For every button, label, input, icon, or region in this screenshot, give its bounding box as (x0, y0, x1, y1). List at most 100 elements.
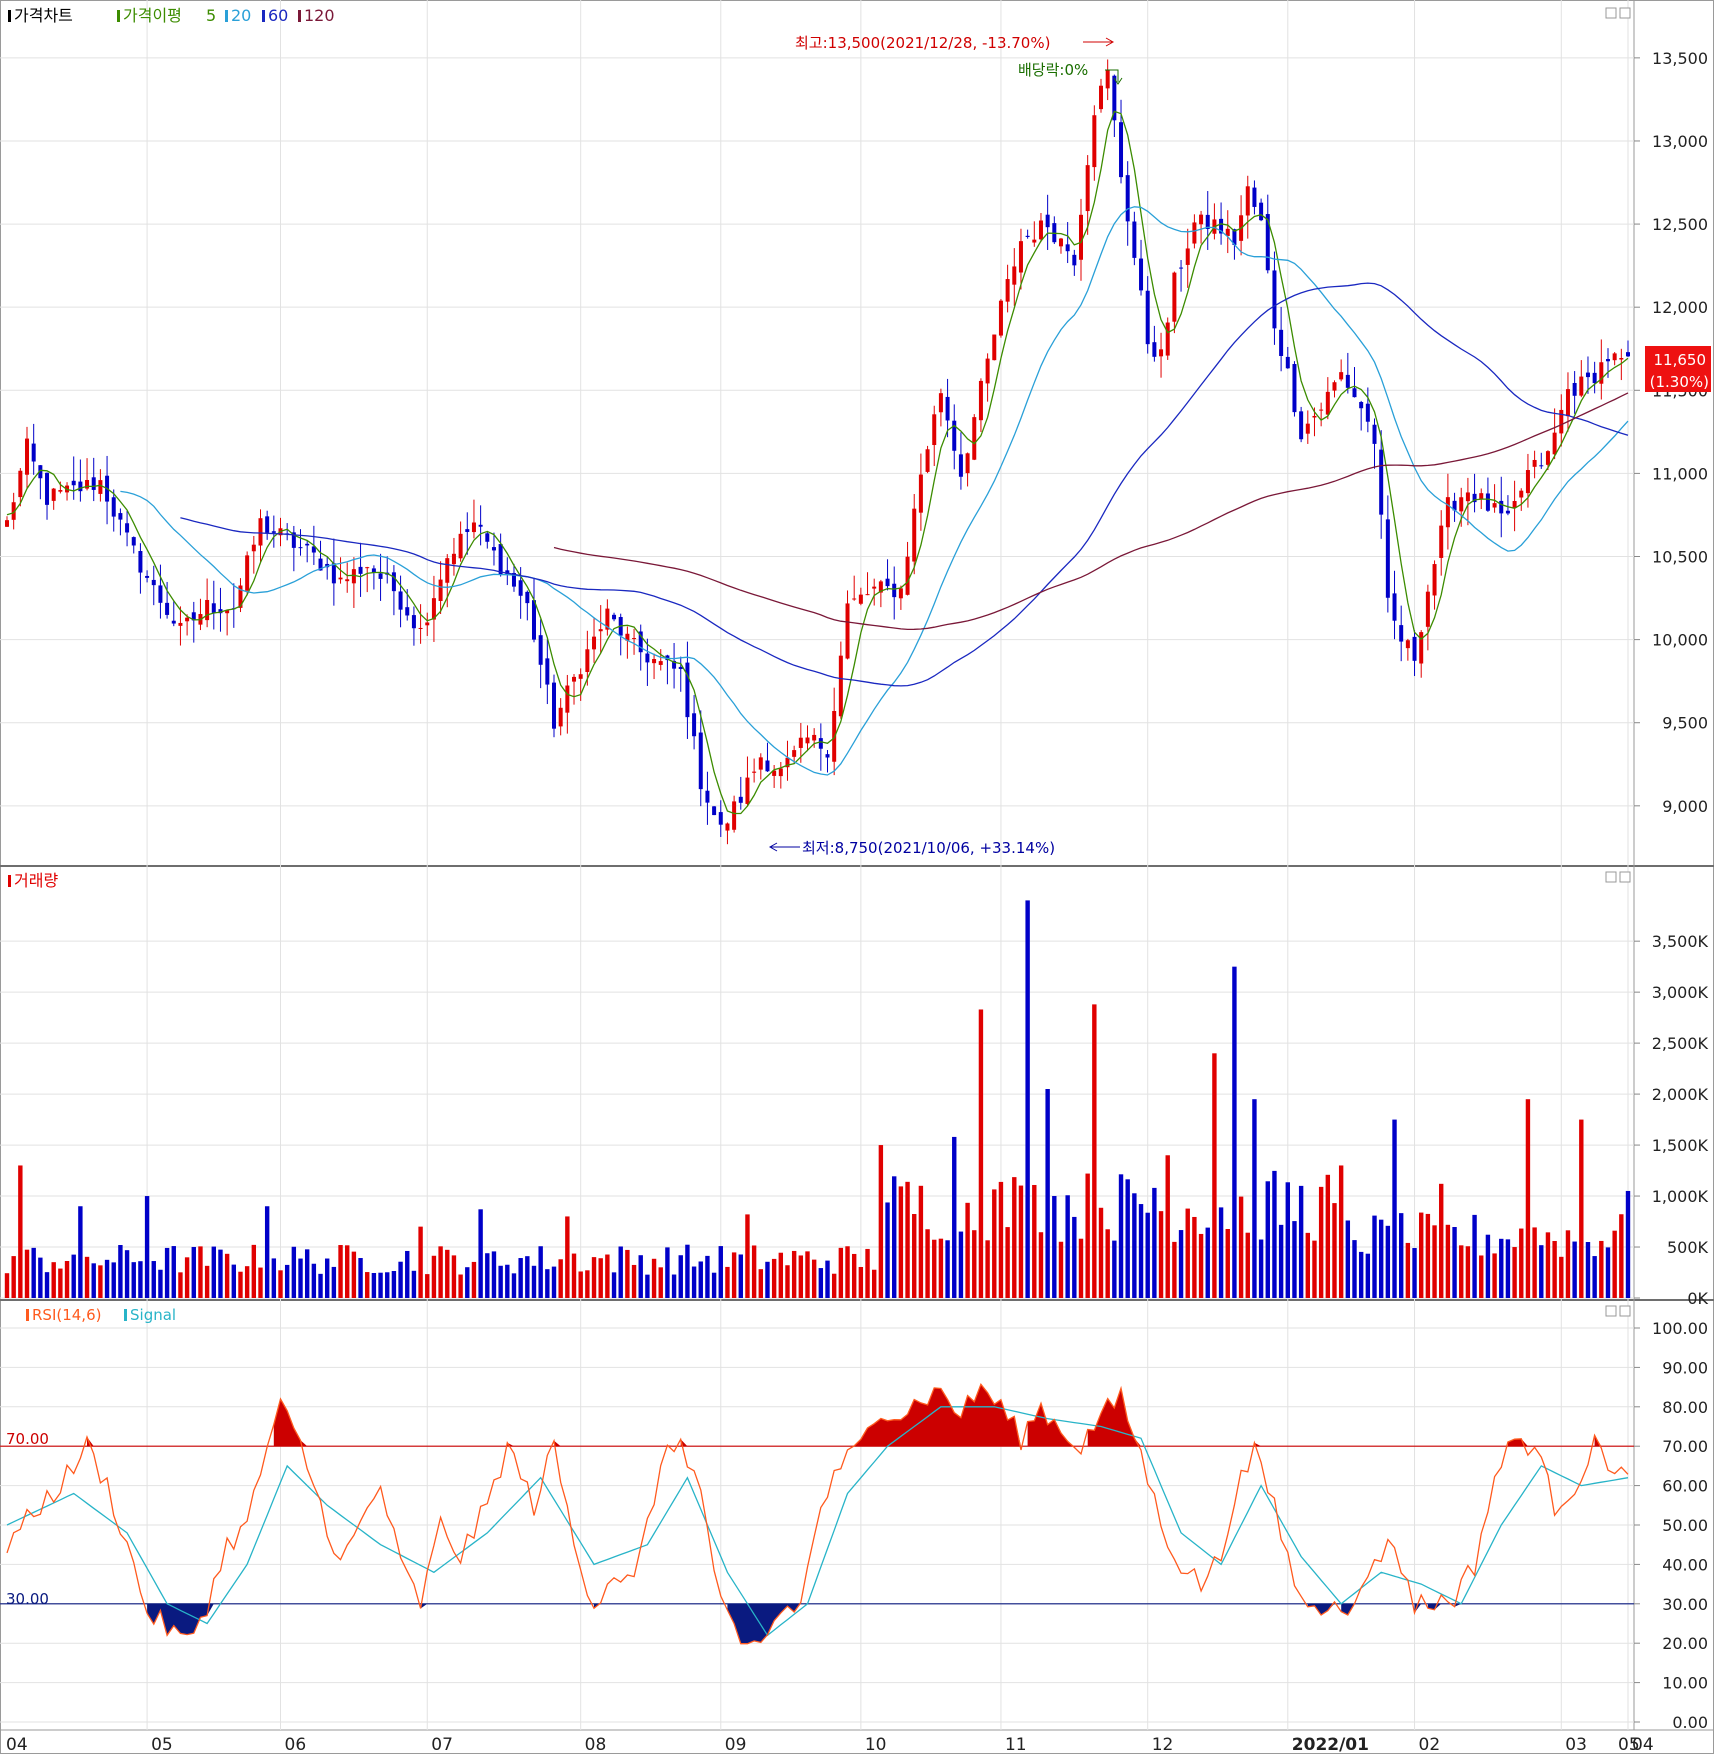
volume-bar (1412, 1248, 1417, 1298)
candle-body (71, 480, 76, 486)
volume-bar (1565, 1230, 1571, 1298)
volume-bar (231, 1264, 237, 1298)
candle-body (852, 598, 857, 600)
volume-bar (1205, 1227, 1210, 1298)
candle-body (732, 801, 737, 830)
volume-bar (878, 1145, 884, 1298)
candle-body (251, 544, 256, 552)
candle-body (311, 546, 316, 553)
volume-bar (1245, 1232, 1250, 1298)
volume-bar (218, 1249, 223, 1298)
candle-body (825, 754, 830, 758)
candle-body (1225, 228, 1230, 236)
volume-bar (1225, 1228, 1230, 1298)
volume-bar (331, 1266, 337, 1298)
volume-bar (798, 1255, 804, 1298)
restore-button[interactable] (1605, 7, 1617, 19)
rsi-tick-label: 30.00 (1662, 1595, 1708, 1614)
candle-body (752, 771, 757, 773)
volume-bar (1092, 1004, 1097, 1298)
volume-bar (398, 1261, 403, 1298)
close-button[interactable] (1619, 1305, 1631, 1317)
candle-body (1612, 353, 1617, 361)
candle-body (652, 659, 657, 664)
candle-body (678, 666, 683, 670)
candle-body (131, 537, 136, 546)
price-tick-label: 9,000 (1662, 797, 1708, 816)
candle-body (38, 465, 43, 479)
volume-bar (1058, 1241, 1064, 1298)
volume-bar (1425, 1213, 1431, 1298)
volume-bar (1385, 1225, 1391, 1298)
candle-body (1385, 519, 1390, 598)
candle-body (1452, 500, 1457, 511)
rsi-tick-label: 70.00 (1662, 1437, 1708, 1456)
close-button[interactable] (1619, 871, 1631, 883)
volume-bar (745, 1214, 750, 1298)
volume-bar (1085, 1173, 1090, 1298)
candle-body (1392, 593, 1397, 621)
volume-bar (758, 1269, 763, 1298)
candle-body (1065, 244, 1070, 252)
volume-bar (985, 1240, 990, 1298)
volume-bar (345, 1245, 350, 1298)
volume-bar (1525, 1099, 1531, 1298)
candle-body (1572, 382, 1577, 396)
candle-body (1018, 241, 1023, 273)
candle-body (205, 599, 210, 621)
volume-bar (158, 1269, 163, 1298)
rsi-tick-label: 40.00 (1662, 1555, 1708, 1574)
volume-bar (178, 1272, 183, 1298)
volume-bar (1619, 1214, 1624, 1298)
x-tick-label: 12 (1152, 1735, 1174, 1754)
volume-bar (78, 1206, 83, 1298)
volume-bar (811, 1259, 817, 1298)
candle-body (1132, 221, 1137, 258)
volume-bar (438, 1246, 443, 1298)
volume-bar (858, 1266, 864, 1298)
candle-body (1599, 362, 1604, 384)
candle-body (605, 608, 610, 630)
candle-body (378, 573, 383, 579)
volume-bar (965, 1202, 970, 1298)
volume-bar (1038, 1232, 1044, 1298)
candle-body (978, 380, 983, 421)
candle-body (465, 529, 470, 532)
volume-bar (1098, 1207, 1104, 1298)
candle-body (5, 520, 9, 527)
dividend-marker (1105, 69, 1119, 82)
volume-bar (818, 1268, 824, 1298)
candle-body (1379, 449, 1384, 515)
candle-body (625, 633, 630, 641)
volume-tick-label: 1,500K (1652, 1136, 1709, 1155)
volume-bar (1358, 1251, 1364, 1298)
volume-bar (711, 1272, 717, 1298)
legend-ma5: 5 (206, 6, 216, 25)
x-tick-label: 07 (431, 1735, 453, 1754)
candle-body (545, 658, 550, 685)
candle-body (938, 393, 943, 413)
close-button[interactable] (1619, 7, 1631, 19)
current-price-badge (1645, 346, 1711, 392)
rsi-tick-label: 50.00 (1662, 1516, 1708, 1535)
volume-bar (505, 1264, 510, 1298)
volume-bar (598, 1258, 603, 1298)
volume-bar (378, 1272, 383, 1298)
candle-body (945, 396, 950, 421)
candle-body (165, 602, 170, 615)
candle-body (145, 575, 150, 578)
volume-bar (1479, 1255, 1484, 1298)
volume-bar (1372, 1215, 1377, 1298)
candle-body (525, 591, 530, 604)
volume-bar (658, 1267, 663, 1298)
candle-body (1519, 490, 1524, 498)
restore-button[interactable] (1605, 871, 1617, 883)
restore-button[interactable] (1605, 1305, 1617, 1317)
candle-body (138, 551, 143, 573)
volume-bar (1218, 1207, 1224, 1298)
candle-body (398, 591, 403, 610)
candle-body (1499, 500, 1504, 514)
volume-bar (1419, 1212, 1424, 1298)
volume-bar (1178, 1230, 1184, 1298)
